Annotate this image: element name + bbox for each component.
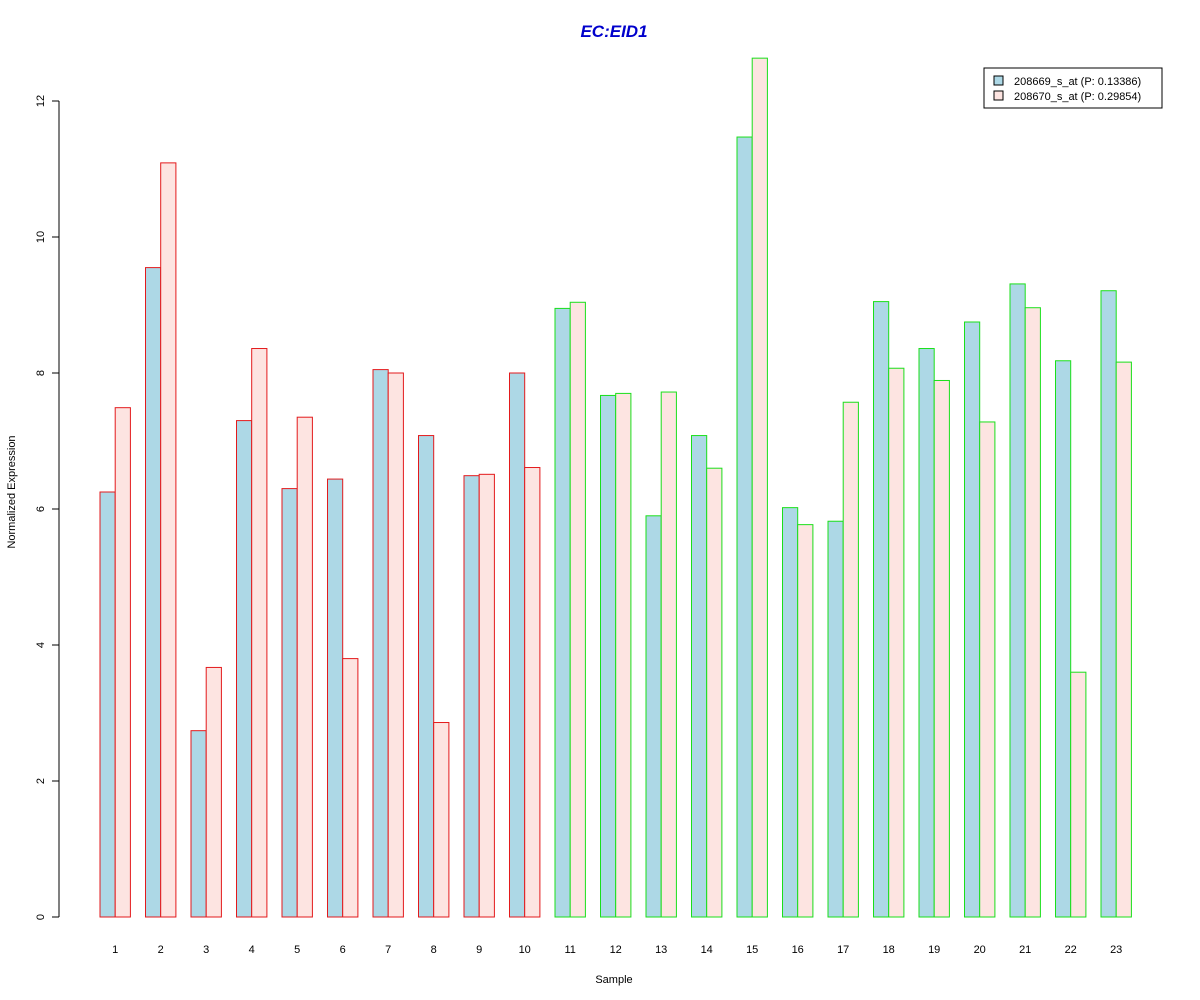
- legend-swatch: [993, 90, 1004, 101]
- bar-208670: [205, 666, 222, 918]
- bar-208670: [387, 372, 404, 918]
- bar-208670: [1115, 361, 1132, 918]
- bar-208670: [842, 401, 859, 918]
- bar-208669: [372, 369, 389, 918]
- x-tick-label: 16: [792, 944, 804, 956]
- bar-208669: [99, 491, 116, 918]
- bar-208670: [296, 416, 313, 918]
- y-axis-label: Normalized Expression: [6, 435, 18, 548]
- x-tick-label: 19: [928, 944, 940, 956]
- x-tick-label: 13: [655, 944, 667, 956]
- x-tick-label: 18: [883, 944, 895, 956]
- bar-208669: [736, 136, 753, 918]
- bar-208669: [327, 478, 344, 918]
- x-tick-label: 14: [701, 944, 713, 956]
- bar-208670: [706, 467, 723, 918]
- y-tick-label: 2: [35, 778, 47, 784]
- bar-208670: [751, 57, 768, 918]
- x-tick-label: 23: [1110, 944, 1122, 956]
- bar-208669: [645, 515, 662, 918]
- x-tick-label: 17: [837, 944, 849, 956]
- bar-208670: [615, 392, 632, 918]
- bar-208669: [554, 307, 571, 918]
- legend-box: [983, 67, 1163, 109]
- y-tick-label: 4: [35, 642, 47, 648]
- x-tick-label: 8: [431, 944, 437, 956]
- x-tick-label: 9: [476, 944, 482, 956]
- chart-title: EC:EID1: [580, 22, 647, 41]
- bar-208669: [281, 488, 298, 918]
- x-tick-label: 1: [112, 944, 118, 956]
- bar-208669: [190, 730, 207, 918]
- x-tick-label: 7: [385, 944, 391, 956]
- x-tick-label: 4: [249, 944, 255, 956]
- bar-208670: [888, 367, 905, 918]
- bar-208669: [782, 507, 799, 918]
- x-tick-label: 22: [1065, 944, 1077, 956]
- bar-208670: [478, 473, 495, 918]
- legend: 208669_s_at (P: 0.13386) 208670_s_at (P: …: [983, 67, 1163, 109]
- bar-208669: [509, 372, 526, 918]
- x-tick-label: 11: [564, 944, 575, 956]
- x-tick-label: 15: [746, 944, 758, 956]
- y-axis: 0 2 4 6 8 10 12: [35, 95, 60, 920]
- bar-208670: [569, 301, 586, 918]
- bar-208670: [1024, 307, 1041, 918]
- x-tick-label: 10: [519, 944, 531, 956]
- bar-208669: [236, 420, 253, 918]
- bar-208669: [1055, 360, 1072, 918]
- x-tick-labels: 1 2 3 4 5 6 7 8 9 10 11 12 13 14 15 16 17 18 19 20 21 22 23: [112, 944, 1122, 956]
- bar-208670: [433, 722, 450, 918]
- x-tick-label: 5: [294, 944, 300, 956]
- legend-swatch: [993, 75, 1004, 86]
- legend-label: 208670_s_at (P: 0.29854): [1014, 91, 1141, 103]
- x-tick-label: 2: [158, 944, 164, 956]
- bar-208670: [251, 348, 268, 918]
- y-tick-label: 8: [35, 370, 47, 376]
- y-tick-label: 12: [35, 95, 47, 107]
- bar-208669: [1100, 290, 1117, 918]
- bar-208670: [160, 162, 177, 918]
- bar-208670: [342, 658, 359, 918]
- bar-208670: [797, 524, 814, 918]
- bar-208669: [600, 394, 617, 918]
- x-tick-label: 20: [974, 944, 986, 956]
- bar-208670: [660, 391, 677, 918]
- bar-208669: [918, 348, 935, 918]
- bar-208669: [827, 520, 844, 918]
- bar-208669: [145, 267, 162, 918]
- y-tick-label: 6: [35, 506, 47, 512]
- x-tick-label: 3: [203, 944, 209, 956]
- bar-208670: [979, 421, 996, 918]
- bar-208669: [964, 321, 981, 918]
- legend-label: 208669_s_at (P: 0.13386): [1014, 76, 1141, 88]
- bar-208669: [463, 475, 480, 918]
- x-axis-label: Sample: [595, 974, 632, 986]
- y-tick-label: 0: [35, 914, 47, 920]
- bar-208670: [524, 467, 541, 918]
- x-tick-label: 12: [610, 944, 622, 956]
- x-tick-label: 6: [340, 944, 346, 956]
- bar-208669: [873, 301, 890, 918]
- y-tick-label: 10: [35, 231, 47, 243]
- bar-208669: [1009, 283, 1026, 918]
- bar-208670: [933, 379, 950, 918]
- bar-208669: [418, 435, 435, 918]
- x-tick-label: 21: [1019, 944, 1031, 956]
- bar-208670: [1070, 671, 1087, 918]
- bars-group: [99, 57, 1132, 918]
- bar-208669: [691, 435, 708, 918]
- bar-208670: [114, 407, 131, 918]
